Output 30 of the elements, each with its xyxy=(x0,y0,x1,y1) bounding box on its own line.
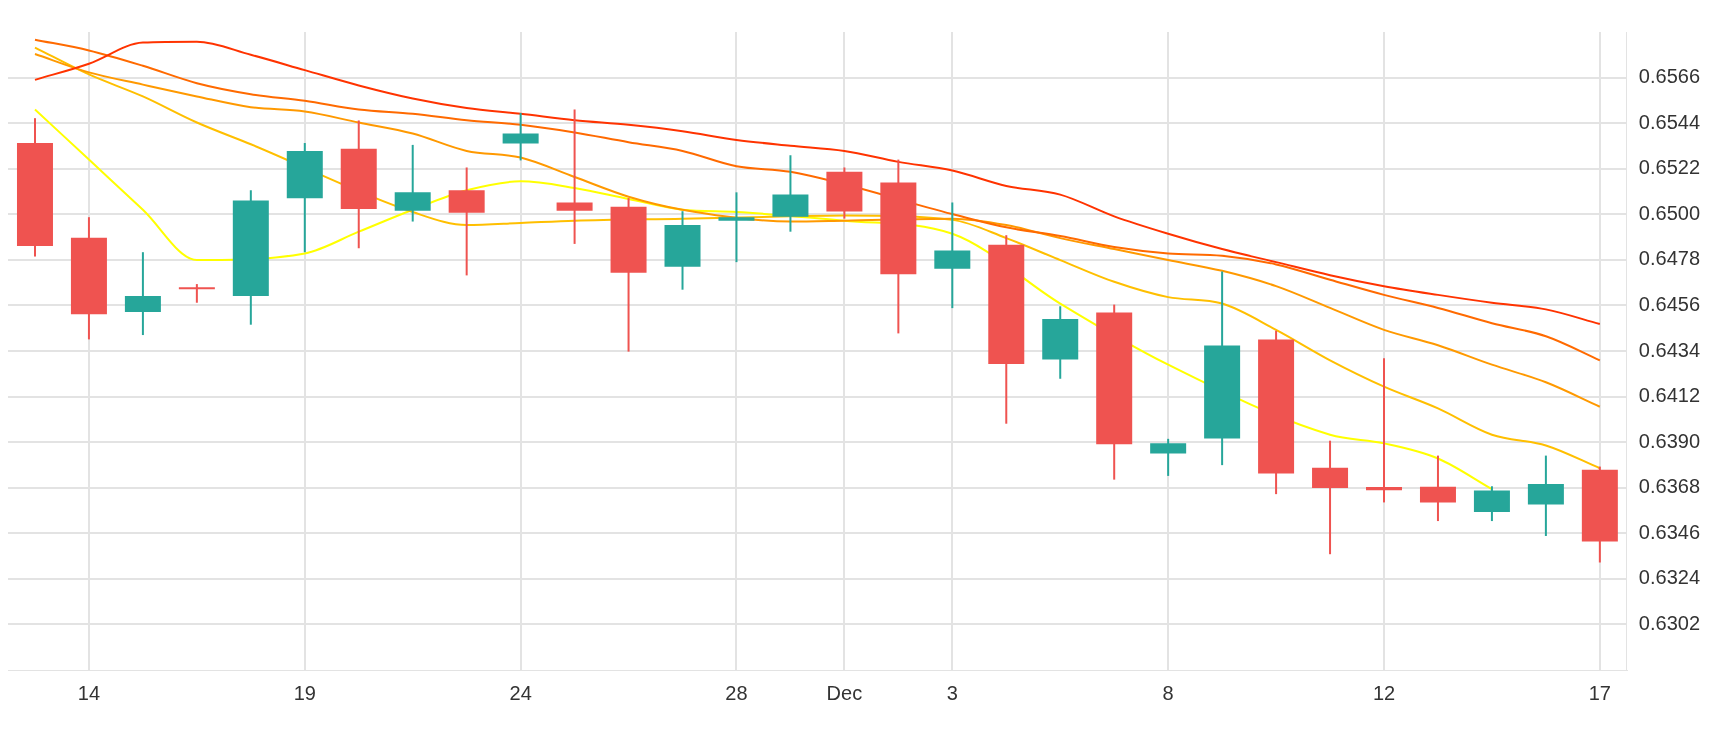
y-tick-label: 0.6346 xyxy=(1638,520,1700,543)
candlestick xyxy=(1312,439,1349,556)
x-tick-label: 3 xyxy=(946,681,958,704)
x-tick-label: 24 xyxy=(509,681,532,704)
y-tick-label: 0.6478 xyxy=(1638,247,1700,270)
y-tick-label: 0.6456 xyxy=(1638,292,1700,315)
y-tick-label: 0.6522 xyxy=(1638,156,1700,179)
candlestick xyxy=(502,111,539,162)
y-tick-label: 0.6500 xyxy=(1638,201,1700,224)
x-tick-label: 14 xyxy=(77,681,101,704)
line-series xyxy=(33,46,1601,470)
candlestick xyxy=(556,108,593,245)
y-tick-label: 0.6302 xyxy=(1638,611,1700,634)
y-tick-label: 0.6368 xyxy=(1638,475,1700,498)
y-tick-label: 0.6390 xyxy=(1638,429,1700,452)
y-tick-label: 0.6324 xyxy=(1638,566,1700,589)
x-tick-label: Dec xyxy=(826,681,863,704)
y-tick-label: 0.6566 xyxy=(1638,65,1700,88)
x-tick-label: 19 xyxy=(293,681,316,704)
x-tick-label: 8 xyxy=(1162,681,1174,704)
y-tick-label: 0.6544 xyxy=(1638,110,1700,133)
candlestick xyxy=(718,191,755,264)
y-tick-label: 0.6434 xyxy=(1638,338,1700,361)
x-tick-label: 17 xyxy=(1588,681,1611,704)
candlestick xyxy=(1366,357,1402,504)
y-tick-label: 0.6412 xyxy=(1638,384,1700,407)
x-tick-label: 28 xyxy=(725,681,748,704)
candlestick xyxy=(178,283,215,304)
x-tick-label: 12 xyxy=(1372,681,1396,704)
line-series xyxy=(33,52,1601,408)
